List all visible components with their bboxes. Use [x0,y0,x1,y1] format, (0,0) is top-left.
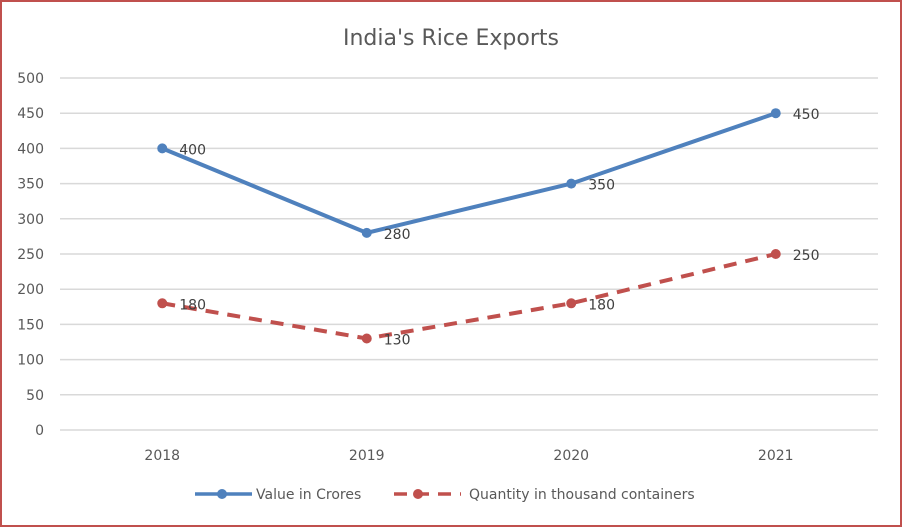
x-tick-label: 2020 [553,448,589,464]
x-tick-label: 2019 [349,448,385,464]
data-label: 130 [384,332,411,348]
data-label: 450 [793,107,820,123]
y-tick-label: 300 [17,212,44,228]
legend-label-value: Value in Crores [256,487,361,503]
y-axis-ticks: 0 50 100 150 200 250 300 350 400 450 500 [17,71,44,439]
data-label: 400 [179,142,206,158]
y-tick-label: 250 [17,247,44,263]
data-point[interactable] [157,298,168,309]
data-point[interactable] [361,227,372,238]
y-tick-label: 450 [17,106,44,122]
data-point[interactable] [566,298,577,309]
data-point[interactable] [770,108,781,119]
series-line-0 [161,111,777,235]
y-tick-label: 400 [17,141,44,157]
legend-item-quantity[interactable]: Quantity in thousand containers [394,487,695,503]
y-tick-label: 100 [17,353,44,369]
legend-marker-quantity [413,489,423,499]
gridlines [60,77,878,431]
legend: Value in Crores Quantity in thousand con… [195,487,695,503]
legend-item-value[interactable]: Value in Crores [195,487,361,503]
data-point[interactable] [770,249,781,259]
y-tick-label: 150 [17,317,44,333]
y-tick-label: 350 [17,177,44,193]
legend-label-quantity: Quantity in thousand containers [469,487,695,503]
x-tick-label: 2021 [758,448,794,464]
y-tick-label: 500 [17,71,44,87]
data-point[interactable] [566,178,577,189]
data-label: 350 [588,178,615,194]
chart-title: India's Rice Exports [343,26,559,51]
data-point[interactable] [157,143,168,154]
x-tick-label: 2018 [144,448,180,464]
data-label: 180 [179,297,206,313]
data-labels: 400 280 350 450 180 130 180 250 [179,107,819,348]
data-point[interactable] [361,333,372,344]
legend-marker-value [217,489,227,499]
y-tick-label: 0 [35,423,44,439]
data-label: 180 [588,297,615,313]
data-label: 280 [384,227,411,243]
y-tick-label: 50 [26,388,44,404]
y-tick-label: 200 [17,282,44,298]
series-group [157,108,781,344]
x-axis-ticks: 2018 2019 2020 2021 [144,448,793,464]
data-label: 250 [793,248,820,264]
series-line-1 [161,252,777,341]
